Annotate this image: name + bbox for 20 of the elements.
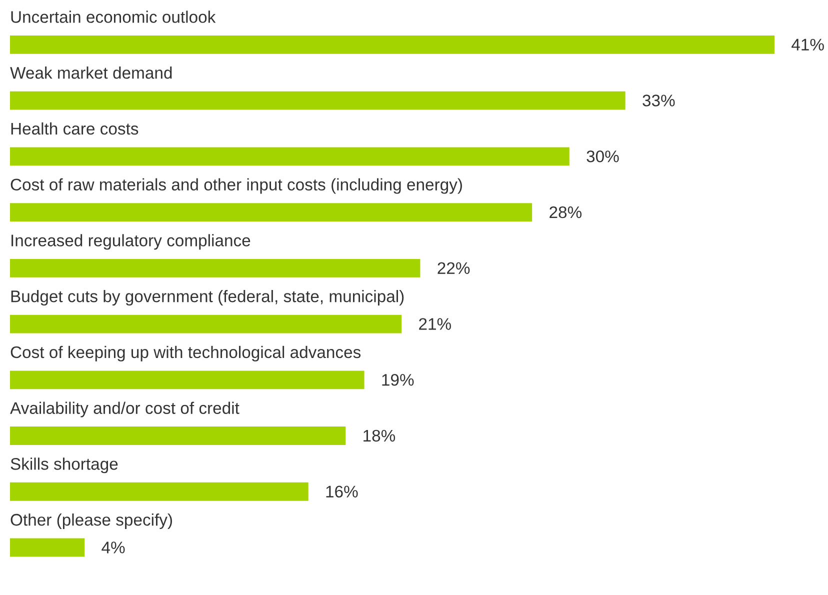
data-label: 21%	[419, 318, 451, 330]
y-tick-label: Other (please specify)	[10, 513, 172, 530]
y-tick-label: Health care costs	[11, 122, 138, 135]
y-tick-label: Weak market demand	[10, 66, 172, 79]
y-tick-label: Cost of keeping up with technological advances	[10, 346, 361, 362]
data-label: 41%	[792, 38, 824, 50]
y-tick-label: Budget cuts by government (federal, state, municipal)	[11, 290, 404, 306]
data-label: 16%	[326, 486, 358, 498]
data-label: 28%	[550, 206, 582, 218]
data-label: 19%	[382, 374, 414, 386]
y-tick-label: Availability and/or cost of credit	[10, 402, 240, 418]
data-label: 22%	[438, 262, 470, 274]
data-label: 4%	[102, 542, 125, 554]
y-tick-label: Uncertain economic outlook	[11, 10, 216, 23]
y-tick-label: Increased regulatory compliance	[12, 234, 250, 250]
y-tick-label: Skills shortage	[10, 458, 118, 474]
data-label: 30%	[586, 150, 619, 162]
data-label: 18%	[364, 430, 396, 442]
data-label: 33%	[642, 94, 675, 106]
y-tick-label: Cost of raw materials and other input costs (including energy)	[10, 178, 462, 194]
